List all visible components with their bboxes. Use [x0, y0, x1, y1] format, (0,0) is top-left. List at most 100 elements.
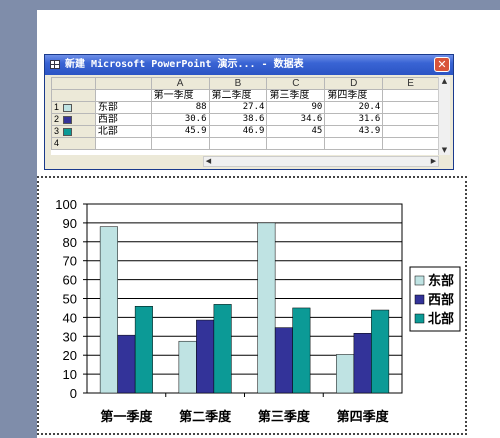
scroll-left-icon[interactable]: ◀ — [205, 157, 212, 165]
row-header-blank[interactable] — [51, 89, 96, 102]
row-header[interactable]: 2 — [51, 113, 96, 126]
value-cell[interactable]: 90 — [266, 101, 326, 114]
value-cell[interactable] — [324, 137, 384, 150]
row-header[interactable]: 4 — [51, 137, 96, 150]
bar[interactable] — [336, 354, 355, 394]
datasheet-table[interactable]: A B C D E 第一季度 第二季度 第三季度 第四季度 1 东部 88 27… — [51, 77, 439, 150]
series-label-cell[interactable] — [94, 137, 152, 150]
value-cell[interactable]: 46.9 — [208, 125, 268, 138]
column-header-b[interactable]: B — [208, 77, 268, 90]
x-tick-label: 第一季度 — [100, 409, 153, 425]
series-label-cell[interactable]: 西部 — [94, 113, 152, 126]
scroll-down-icon[interactable]: ▼ — [441, 146, 448, 154]
category-cell[interactable]: 第四季度 — [324, 89, 384, 102]
corner-cell[interactable] — [51, 77, 96, 90]
value-cell[interactable]: 27.4 — [208, 101, 268, 114]
series-chip-icon — [63, 127, 73, 136]
y-tick-label: 70 — [63, 254, 77, 269]
close-button[interactable]: ✕ — [434, 57, 450, 72]
legend-label: 北部 — [428, 311, 454, 327]
value-cell[interactable] — [150, 137, 210, 150]
bar[interactable] — [292, 307, 311, 394]
value-cell[interactable]: 30.6 — [150, 113, 210, 126]
series-chip-icon — [63, 103, 73, 112]
x-tick-label: 第四季度 — [337, 409, 390, 425]
value-cell[interactable] — [382, 125, 439, 138]
series-chip-icon — [63, 115, 73, 124]
table-row: 2 西部 30.6 38.6 34.6 31.6 — [51, 113, 439, 126]
datasheet-icon — [50, 60, 60, 69]
series-label-cell[interactable]: 东部 — [94, 101, 152, 114]
category-cell[interactable]: 第二季度 — [208, 89, 268, 102]
scroll-up-icon[interactable]: ▲ — [441, 77, 448, 85]
value-cell[interactable]: 34.6 — [266, 113, 326, 126]
category-cell[interactable] — [382, 89, 439, 102]
value-cell[interactable]: 31.6 — [324, 113, 384, 126]
datasheet-grid[interactable]: A B C D E 第一季度 第二季度 第三季度 第四季度 1 东部 88 27… — [51, 77, 439, 155]
column-header-a[interactable]: A — [150, 77, 210, 90]
row-header[interactable]: 3 — [51, 125, 96, 138]
vertical-scrollbar[interactable]: ▲ ▼ — [438, 77, 450, 155]
value-cell[interactable]: 43.9 — [324, 125, 384, 138]
y-tick-label: 20 — [63, 348, 77, 363]
table-row: 4 — [51, 137, 439, 150]
bar[interactable] — [99, 226, 118, 394]
column-letter-row: A B C D E — [51, 77, 439, 90]
datasheet-title-bar[interactable]: 新建 Microsoft PowerPoint 演示... - 数据表 — [45, 55, 453, 75]
legend-label: 东部 — [428, 273, 454, 289]
datasheet-title: 新建 Microsoft PowerPoint 演示... - 数据表 — [65, 59, 304, 70]
y-tick-label: 90 — [63, 216, 77, 231]
category-cell[interactable]: 第一季度 — [150, 89, 210, 102]
horizontal-scrollbar[interactable]: ◀ ▶ — [203, 156, 439, 167]
table-row: 1 东部 88 27.4 90 20.4 — [51, 101, 439, 114]
column-header-e[interactable]: E — [382, 77, 439, 90]
row-number: 1 — [54, 102, 60, 113]
y-tick-label: 60 — [63, 273, 77, 288]
value-cell[interactable]: 38.6 — [208, 113, 268, 126]
bar[interactable] — [353, 333, 372, 394]
row-number: 3 — [54, 126, 60, 137]
bar[interactable] — [274, 327, 293, 394]
table-row: 3 北部 45.9 46.9 45 43.9 — [51, 125, 439, 138]
bar[interactable] — [134, 305, 153, 394]
y-tick-label: 30 — [63, 329, 77, 344]
value-cell[interactable]: 45 — [266, 125, 326, 138]
bar[interactable] — [257, 222, 276, 394]
value-cell[interactable] — [266, 137, 326, 150]
row-label-column-header[interactable] — [94, 77, 152, 90]
x-tick-label: 第二季度 — [179, 409, 232, 425]
category-row: 第一季度 第二季度 第三季度 第四季度 — [51, 89, 439, 102]
scroll-right-icon[interactable]: ▶ — [430, 157, 437, 165]
chart-frame[interactable]: 0 10 20 30 40 50 60 70 80 90 100 第一季度 第二季度 第三季度 第四季度 … — [37, 176, 467, 435]
legend-label: 西部 — [428, 292, 454, 308]
value-cell[interactable]: 20.4 — [324, 101, 384, 114]
row-header[interactable]: 1 — [51, 101, 96, 114]
value-cell[interactable] — [208, 137, 268, 150]
bar[interactable] — [178, 340, 197, 394]
column-header-d[interactable]: D — [324, 77, 384, 90]
legend-swatch — [414, 275, 425, 286]
y-tick-label: 80 — [63, 235, 77, 250]
datasheet-window[interactable]: 新建 Microsoft PowerPoint 演示... - 数据表 ✕ A … — [44, 54, 454, 170]
bar[interactable] — [196, 319, 215, 394]
value-cell[interactable]: 45.9 — [150, 125, 210, 138]
y-tick-label: 100 — [55, 197, 77, 212]
value-cell[interactable] — [382, 113, 439, 126]
category-cell[interactable]: 第三季度 — [266, 89, 326, 102]
bar[interactable] — [371, 309, 390, 394]
series-label-cell[interactable]: 北部 — [94, 125, 152, 138]
bar[interactable] — [117, 334, 136, 394]
legend-swatch — [414, 313, 425, 324]
y-tick-label: 0 — [70, 386, 77, 401]
row-number: 2 — [54, 114, 60, 125]
bar[interactable] — [213, 304, 232, 394]
y-tick-label: 50 — [63, 292, 77, 307]
table-cell[interactable] — [94, 89, 152, 102]
column-header-c[interactable]: C — [266, 77, 326, 90]
legend-swatch — [414, 294, 425, 305]
value-cell[interactable]: 88 — [150, 101, 210, 114]
value-cell[interactable] — [382, 137, 439, 150]
y-tick-label: 10 — [63, 367, 77, 382]
value-cell[interactable] — [382, 101, 439, 114]
